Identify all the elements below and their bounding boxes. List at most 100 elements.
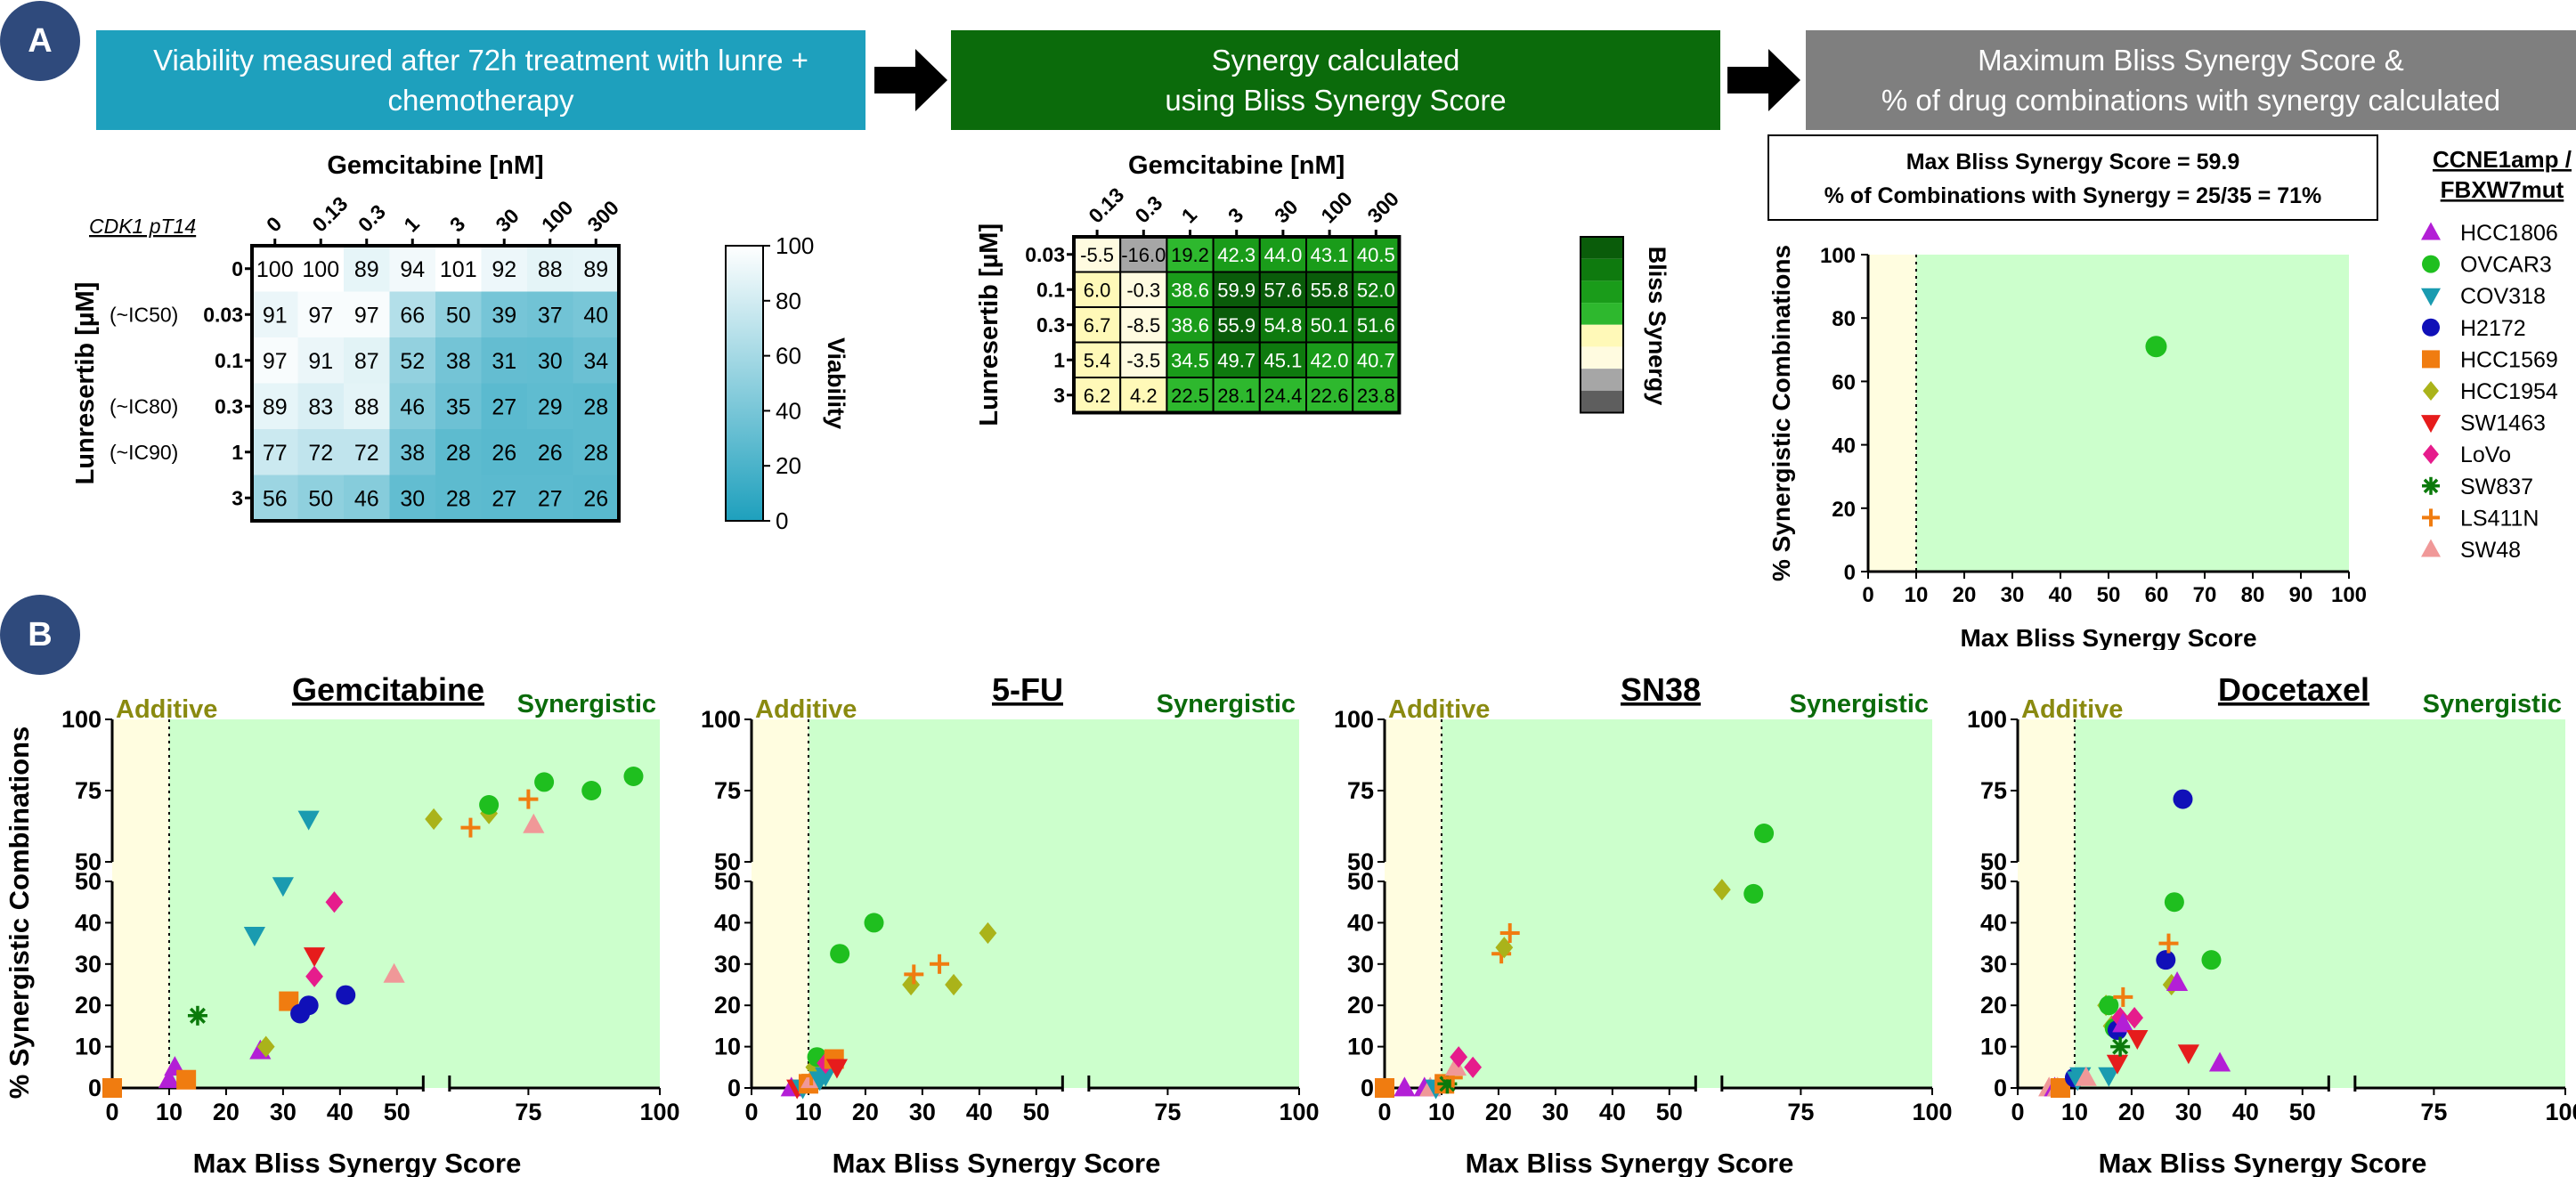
viability-colorbar-tick-label: 60 bbox=[776, 343, 801, 369]
y-tick-label: 75 bbox=[1980, 777, 2007, 804]
step3-text-line1: Maximum Bliss Synergy Score & bbox=[1978, 44, 2404, 77]
viability-cell bbox=[297, 475, 344, 521]
bliss-cell-value: 40.7 bbox=[1357, 349, 1395, 371]
viability-cell bbox=[481, 475, 527, 521]
y-tick-label: 80 bbox=[1832, 307, 1856, 331]
x-tick-label: 20 bbox=[2118, 1099, 2145, 1125]
viability-row-label: 3 bbox=[232, 486, 243, 509]
viability-cell-value: 31 bbox=[492, 349, 516, 374]
step2-banner: Synergy calculated using Bliss Synergy S… bbox=[951, 30, 1720, 130]
legend-marker bbox=[2422, 255, 2440, 273]
viability-cell-value: 30 bbox=[400, 486, 425, 511]
bliss-col-label: 3 bbox=[1223, 203, 1247, 227]
y-tick-label: 50 bbox=[1347, 868, 1374, 895]
data-point bbox=[2164, 892, 2184, 913]
data-point bbox=[2125, 1007, 2144, 1029]
legend-label: SW1463 bbox=[2460, 411, 2546, 436]
x-tick-label: 40 bbox=[327, 1099, 353, 1125]
viability-cell bbox=[573, 429, 619, 475]
data-point bbox=[1450, 1046, 1468, 1068]
viability-cell bbox=[527, 291, 573, 337]
bliss-colorbar-label: Bliss Synergy bbox=[1644, 247, 1670, 406]
legend-label: H2172 bbox=[2460, 316, 2526, 341]
y-tick-label: 20 bbox=[75, 992, 102, 1019]
viability-cell-value: 97 bbox=[263, 349, 288, 374]
viability-col-label: 1 bbox=[399, 212, 424, 237]
y-tick-label: 10 bbox=[714, 1034, 741, 1060]
viability-cell bbox=[435, 429, 482, 475]
panel-b-label: B bbox=[0, 595, 80, 675]
viability-cell-value: 26 bbox=[492, 441, 516, 466]
viability-cell-value: 72 bbox=[354, 441, 379, 466]
legend-marker bbox=[2422, 476, 2440, 495]
legend-title-line2: FBXW7mut bbox=[2441, 176, 2564, 203]
legend-label: SW48 bbox=[2460, 538, 2521, 563]
y-tick-label: 20 bbox=[1832, 498, 1856, 522]
additive-region bbox=[1868, 255, 1916, 572]
bliss-col-label: 0.3 bbox=[1130, 191, 1166, 228]
data-point bbox=[2075, 1066, 2097, 1086]
chart-xlabel: Max Bliss Synergy Score bbox=[1466, 1148, 1794, 1177]
data-point bbox=[2113, 986, 2133, 1007]
synergistic-label: Synergistic bbox=[1790, 690, 1929, 718]
x-tick-label: 10 bbox=[1905, 583, 1929, 607]
step3-banner: Maximum Bliss Synergy Score & % of drug … bbox=[1806, 30, 2576, 130]
synergistic-region bbox=[1441, 719, 1932, 1088]
viability-cell-value: 89 bbox=[354, 257, 379, 282]
x-tick-label: 50 bbox=[1023, 1099, 1050, 1125]
bliss-cell-value: 38.6 bbox=[1171, 314, 1209, 337]
viability-cell-value: 30 bbox=[538, 349, 563, 374]
chart-title: SN38 bbox=[1621, 671, 1701, 708]
legend-marker bbox=[2421, 539, 2441, 557]
viability-cell-value: 34 bbox=[583, 349, 608, 374]
viability-row-label: 0.03 bbox=[203, 303, 243, 326]
viability-heatmap: Gemcitabine [nM]CDK1 pT14 0 0.13 0.3 1 3 30 100… bbox=[71, 151, 849, 534]
data-point bbox=[2156, 950, 2176, 970]
bliss-cell-value: 55.8 bbox=[1311, 279, 1349, 301]
bliss-cell-value: 57.6 bbox=[1264, 279, 1302, 301]
viability-cell bbox=[389, 475, 435, 521]
data-point bbox=[425, 808, 443, 831]
bliss-cell-value: 4.2 bbox=[1130, 385, 1158, 407]
data-point bbox=[864, 913, 884, 933]
x-tick-label: 10 bbox=[156, 1099, 183, 1125]
viability-col-label: 30 bbox=[491, 204, 523, 236]
bliss-cell-value: 28.1 bbox=[1217, 385, 1255, 407]
data-point bbox=[523, 813, 545, 833]
bliss-cell bbox=[1305, 377, 1354, 414]
x-tick-label: 10 bbox=[2061, 1099, 2088, 1125]
bliss-cell-value: 54.8 bbox=[1264, 314, 1302, 337]
viability-col-label: 100 bbox=[537, 196, 578, 237]
bliss-cell-value: 50.1 bbox=[1311, 314, 1349, 337]
bliss-cell-value: -3.5 bbox=[1126, 349, 1160, 371]
step2-text-line1: Synergy calculated bbox=[1211, 44, 1460, 77]
viability-col-label: 3 bbox=[445, 212, 469, 236]
data-point bbox=[102, 1078, 122, 1098]
viability-cell bbox=[252, 475, 298, 521]
y-tick-label: 20 bbox=[1347, 992, 1374, 1019]
viability-col-label: 300 bbox=[582, 196, 623, 237]
x-tick-label: 50 bbox=[1656, 1099, 1683, 1125]
bliss-cell-value: -0.3 bbox=[1126, 279, 1160, 301]
x-tick-label: 20 bbox=[1953, 583, 1977, 607]
viability-cell bbox=[344, 429, 390, 475]
viability-cell bbox=[481, 383, 527, 429]
viability-cell-value: 27 bbox=[492, 486, 516, 511]
y-tick-label: 40 bbox=[1980, 909, 2007, 936]
x-tick-label: 0 bbox=[1377, 1099, 1391, 1125]
viability-cell bbox=[297, 429, 344, 475]
data-point bbox=[298, 995, 319, 1016]
x-tick-label: 100 bbox=[2331, 583, 2367, 607]
bliss-row-label: 0.1 bbox=[1036, 278, 1065, 301]
x-tick-label: 60 bbox=[2145, 583, 2169, 607]
legend-marker bbox=[2421, 415, 2441, 434]
synergistic-region bbox=[808, 719, 1299, 1088]
viability-cell-value: 50 bbox=[308, 486, 333, 511]
y-tick-label: 100 bbox=[1334, 706, 1374, 733]
y-tick-label: 10 bbox=[1980, 1034, 2007, 1060]
viability-cell-value: 97 bbox=[308, 303, 333, 328]
step1-banner: Viability measured after 72h treatment w… bbox=[96, 30, 865, 130]
viability-colorbar-tick-label: 40 bbox=[776, 397, 801, 424]
y-tick-label: 75 bbox=[1347, 777, 1374, 804]
step2-text-line2: using Bliss Synergy Score bbox=[1165, 84, 1507, 117]
